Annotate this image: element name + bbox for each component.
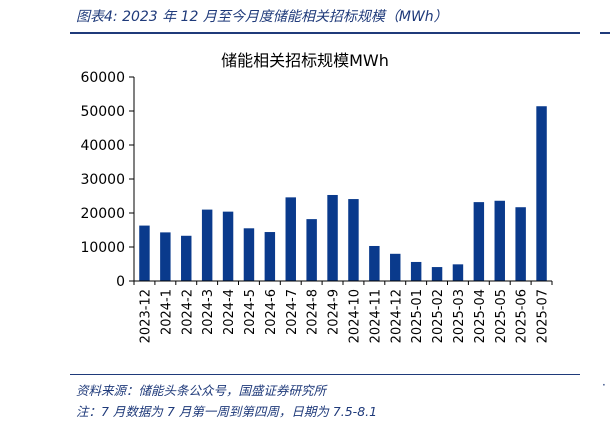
x-tick-label: 2025-07 [536, 289, 551, 343]
bar-chart: 储能相关招标规模MWh 0 10000 20000 30000 40000 50000 60… [80, 51, 553, 343]
bar-2025-03 [452, 264, 464, 281]
edge-mark: · [602, 378, 606, 392]
footnote: 注：7 月数据为 7 月第一周到第四周，日期为 7.5-8.1 [76, 404, 378, 419]
bottom-rule [70, 374, 580, 375]
x-tick-label: 2025-05 [494, 289, 509, 343]
x-tick-label: 2024-11 [368, 289, 383, 343]
x-tick-label: 2024-7 [285, 289, 300, 335]
x-tick-label: 2024-4 [222, 289, 237, 335]
x-axis: 2023-12 2024-1 2024-2 2024-3 2024-4 2024-5 202… [133, 280, 553, 343]
bar-2024-1 [160, 232, 171, 281]
bar-2025-04 [473, 202, 485, 281]
bar-2025-02 [431, 267, 443, 281]
x-tick-label: 2024-9 [327, 289, 342, 335]
bar-2024-5 [243, 228, 255, 281]
top-rule [70, 32, 580, 34]
x-tick-label: 2024-1 [159, 289, 174, 335]
x-tick-label: 2024-6 [264, 289, 279, 335]
y-tick-label: 50000 [80, 104, 125, 120]
y-tick-label: 10000 [80, 240, 125, 256]
y-tick-label: 40000 [80, 138, 125, 154]
x-tick-label: 2024-2 [180, 289, 195, 335]
y-tick-label: 60000 [80, 70, 125, 86]
bar-2024-7 [285, 197, 296, 281]
x-tick-label: 2024-10 [347, 289, 362, 343]
bar-2024-2 [181, 235, 192, 281]
x-tick-label: 2025-02 [431, 289, 446, 343]
bar-2025-01 [410, 261, 422, 281]
x-tick-label: 2025-06 [515, 289, 530, 343]
bar-2024-3 [201, 209, 213, 281]
bar-2024-9 [327, 194, 338, 281]
y-tick-label: 30000 [80, 172, 125, 188]
x-tick-label: 2025-03 [452, 289, 467, 343]
bar-2024-11 [369, 245, 380, 281]
bar-2025-05 [494, 200, 505, 281]
x-tick-label: 2024-8 [306, 289, 321, 335]
bar-2024-12 [390, 253, 401, 281]
x-tick-label: 2024-12 [389, 289, 404, 343]
top-rule-right [600, 32, 610, 34]
x-tick-label: 2025-04 [473, 289, 488, 343]
bar-2024-8 [306, 219, 317, 281]
y-tick-label: 20000 [80, 206, 125, 222]
bar-2023-12 [139, 225, 150, 281]
x-tick-label: 2024-5 [243, 289, 258, 335]
figure-caption: 图表4: 2023 年 12 月至今月度储能相关招标规模（MWh） [76, 9, 448, 25]
y-tick-label: 0 [116, 274, 125, 290]
chart-title: 储能相关招标规模MWh [221, 51, 389, 70]
bar-2024-4 [222, 211, 234, 281]
bar-2024-10 [348, 199, 359, 281]
y-axis: 0 10000 20000 30000 40000 50000 60000 [80, 70, 135, 290]
bar-2024-6 [264, 232, 276, 281]
source-note: 资料来源：储能头条公众号，国盛证券研究所 [76, 383, 327, 398]
bar-2025-06 [515, 207, 526, 281]
bar-2025-07 [536, 106, 547, 282]
x-tick-label: 2025-01 [410, 289, 425, 343]
x-tick-label: 2024-3 [201, 289, 216, 335]
bars [139, 106, 547, 282]
x-tick-label: 2023-12 [138, 289, 153, 343]
